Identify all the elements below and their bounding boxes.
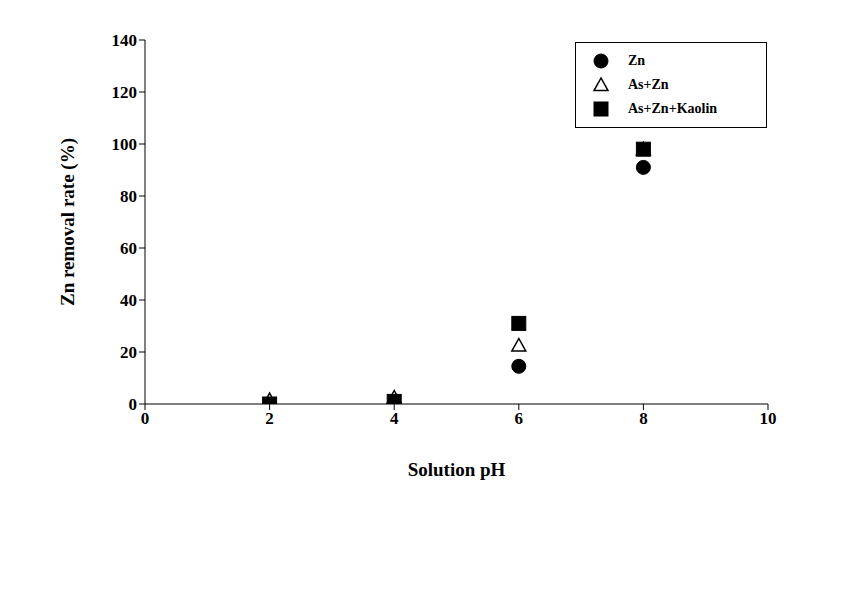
svg-text:0: 0 — [129, 395, 138, 414]
html-text:As+Zn+Kaolin: As+Zn+Kaolin — [628, 101, 718, 116]
svg-text:Zn removal rate (%): Zn removal rate (%) — [57, 138, 79, 306]
svg-text:10: 10 — [760, 409, 777, 428]
html-text:As+Zn: As+Zn — [628, 77, 669, 92]
svg-text:Solution pH: Solution pH — [408, 459, 506, 480]
svg-text:100: 100 — [112, 135, 138, 154]
svg-text:2: 2 — [265, 409, 274, 428]
svg-text:0: 0 — [141, 409, 150, 428]
svg-text:60: 60 — [120, 239, 137, 258]
svg-text:40: 40 — [120, 291, 137, 310]
svg-text:6: 6 — [515, 409, 524, 428]
svg-text:20: 20 — [120, 343, 137, 362]
svg-text:140: 140 — [112, 31, 138, 50]
svg-text:4: 4 — [390, 409, 399, 428]
svg-text:80: 80 — [120, 187, 137, 206]
html-text:Zn: Zn — [628, 53, 646, 68]
svg-text:120: 120 — [112, 83, 138, 102]
svg-text:8: 8 — [639, 409, 648, 428]
